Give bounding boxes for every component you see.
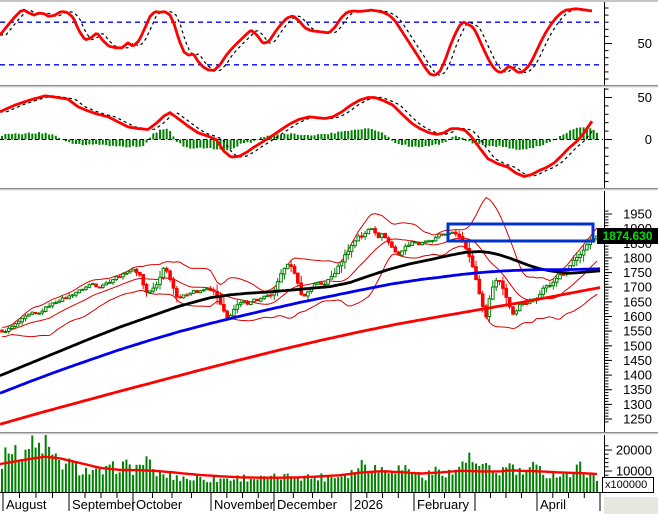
svg-text:April: April (540, 497, 566, 512)
svg-text:1300: 1300 (623, 397, 652, 412)
bottom-right-corner (604, 497, 658, 514)
svg-text:1450: 1450 (623, 353, 652, 368)
svg-text:1400: 1400 (623, 368, 652, 383)
svg-text:September: September (72, 497, 136, 512)
price-plot (0, 197, 601, 426)
panel-splitter-2[interactable] (0, 188, 658, 191)
svg-text:1600: 1600 (623, 309, 652, 324)
last-price-tag: 1874.630 (597, 228, 658, 244)
svg-text:1550: 1550 (623, 324, 652, 339)
price-axis-scale: 1950190018501800175017001650160015501500… (604, 191, 652, 432)
svg-text:1250: 1250 (623, 412, 652, 427)
oscillator2-panel[interactable] (0, 88, 604, 188)
panel-splitter-1[interactable] (0, 85, 658, 88)
oscillator2-plot (0, 94, 603, 178)
svg-text:December: December (277, 497, 338, 512)
volume-axis-scale: 10000 20000 (604, 435, 652, 492)
svg-text:October: October (136, 497, 183, 512)
svg-text:1500: 1500 (623, 338, 652, 353)
svg-text:1800: 1800 (623, 250, 652, 265)
oscillator1-panel[interactable] (0, 2, 604, 85)
svg-text:1700: 1700 (623, 280, 652, 295)
oscillator2-axis[interactable]: 50 0 (604, 88, 658, 188)
svg-text:February: February (417, 497, 470, 512)
svg-text:2026: 2026 (354, 497, 383, 512)
oscillator1-plot (0, 7, 603, 77)
svg-text:1350: 1350 (623, 382, 652, 397)
oscillator1-axis-scale: 50 (604, 2, 652, 85)
date-axis[interactable]: August September October November December 20… (0, 492, 658, 514)
price-panel[interactable] (0, 191, 604, 432)
oscillator2-axis-scale: 50 0 (604, 88, 652, 188)
volume-panel[interactable] (0, 435, 604, 492)
svg-text:August: August (6, 497, 47, 512)
svg-text:1950: 1950 (623, 207, 652, 222)
volume-unit-label: x100000 (602, 477, 654, 493)
svg-text:1650: 1650 (623, 294, 652, 309)
svg-text:November: November (214, 497, 275, 512)
svg-text:0: 0 (645, 132, 652, 147)
svg-text:50: 50 (638, 90, 652, 105)
svg-text:50: 50 (638, 36, 652, 51)
svg-text:1750: 1750 (623, 265, 652, 280)
volume-plot (0, 435, 598, 492)
svg-text:10000: 10000 (616, 464, 652, 479)
panel-splitter-3[interactable] (0, 432, 658, 435)
oscillator1-axis[interactable]: 50 (604, 2, 658, 85)
svg-text:20000: 20000 (616, 443, 652, 458)
window-frame-top (0, 0, 658, 2)
date-axis-scale: August September October November December 20… (0, 492, 604, 512)
